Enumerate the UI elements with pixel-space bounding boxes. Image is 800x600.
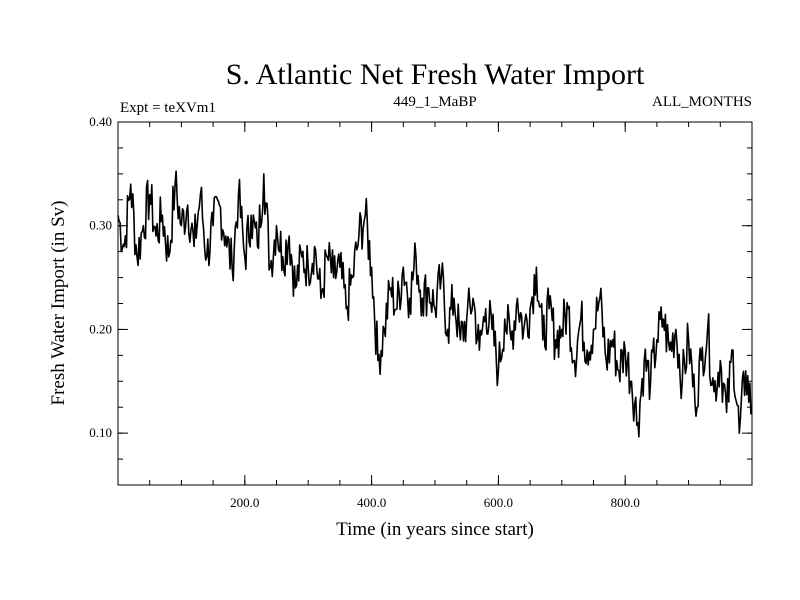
x-tick-label: 600.0 (484, 495, 513, 510)
y-tick-label: 0.30 (89, 218, 112, 233)
chart-title: S. Atlantic Net Fresh Water Import (226, 58, 645, 91)
y-tick-label: 0.40 (89, 114, 112, 129)
tick-labels: 200.0 400.0 600.0 800.0 0.10 0.20 0.30 0.40 (89, 114, 640, 510)
x-tick-label: 800.0 (611, 495, 640, 510)
run-label: 449_1_MaBP (393, 94, 476, 110)
plot-frame (117, 121, 753, 486)
y-axis-label: Fresh Water Import (in Sv) (48, 201, 69, 406)
x-tick-label: 400.0 (357, 495, 386, 510)
y-tick-label: 0.20 (89, 321, 112, 336)
y-tick-label: 0.10 (89, 425, 112, 440)
months-label: ALL_MONTHS (652, 94, 752, 110)
x-tick-label: 200.0 (230, 495, 259, 510)
experiment-label: Expt = teXVm1 (120, 100, 216, 116)
series-line (117, 170, 753, 438)
axis-ticks (118, 121, 752, 485)
x-axis-label: Time (in years since start) (336, 519, 534, 540)
